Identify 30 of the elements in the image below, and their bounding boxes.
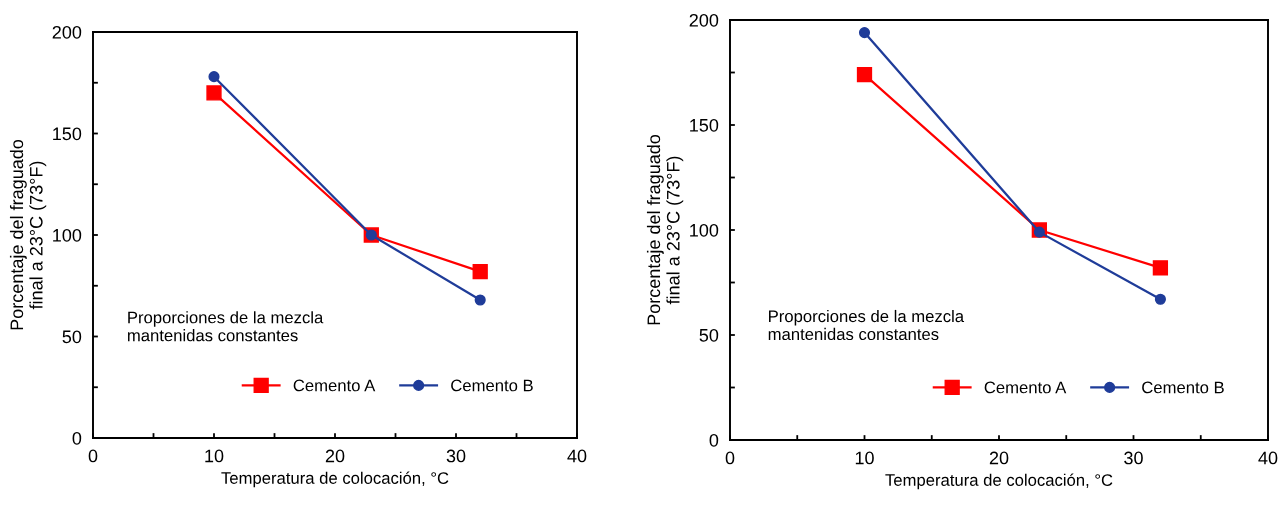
y-tick-label: 150 (53, 127, 82, 141)
y-axis-title: Porcentaje del fraguado final a 23°C (73°F) (646, 134, 684, 325)
legend-label: Cemento B (451, 379, 533, 392)
x-tick-label: 0 (725, 451, 735, 465)
x-tick-label: 40 (1258, 451, 1278, 465)
legend-label: Cemento A (293, 379, 376, 392)
y-tick-label: 50 (62, 330, 82, 344)
x-tick-label: 20 (325, 449, 345, 463)
legend-label: Cemento A (984, 381, 1067, 394)
y-tick-label: 0 (709, 433, 719, 447)
y-tick-label: 0 (72, 431, 82, 445)
x-tick-label: 30 (446, 449, 466, 463)
x-tick-label: 10 (855, 451, 874, 465)
x-axis-title: Temperatura de colocación, °C (221, 471, 449, 488)
y-tick-label: 50 (699, 328, 719, 342)
y-tick-label: 200 (52, 25, 82, 39)
x-tick-label: 10 (205, 449, 224, 463)
annotation: Proporciones de la mezcla mantenidas constantes (768, 309, 965, 341)
x-tick-label: 20 (989, 451, 1009, 465)
x-tick-label: 40 (567, 449, 587, 463)
y-axis-title: Porcentaje del fraguado final a 23°C (73°F) (9, 139, 47, 330)
x-axis-title: Temperatura de colocación, °C (885, 473, 1113, 490)
y-tick-label: 100 (53, 228, 82, 242)
y-tick-label: 200 (689, 13, 719, 27)
y-tick-label: 100 (690, 223, 719, 237)
annotation: Proporciones de la mezcla mantenidas constantes (127, 311, 324, 342)
x-tick-label: 0 (88, 449, 98, 463)
legend-label: Cemento B (1142, 381, 1224, 394)
y-tick-label: 150 (690, 118, 719, 132)
x-tick-label: 30 (1124, 451, 1143, 465)
